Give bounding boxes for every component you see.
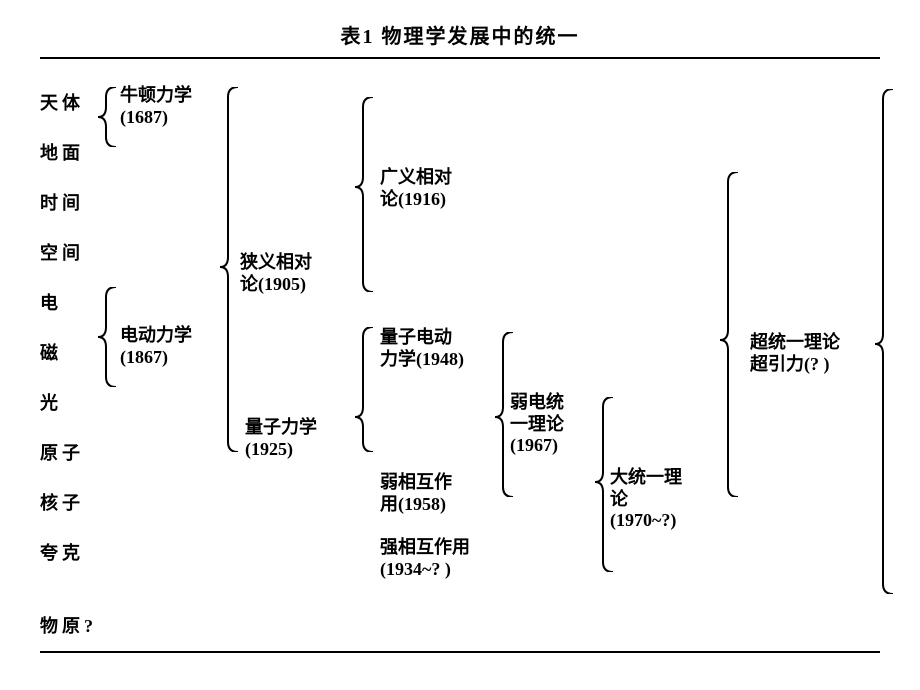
left-item: 夸克 xyxy=(40,527,84,577)
brace xyxy=(495,332,515,497)
left-item: 时间 xyxy=(40,177,84,227)
node-gut: 大统一理论(1970~?) xyxy=(610,467,682,532)
table-title: 表1 物理学发展中的统一 xyxy=(40,20,880,49)
brace xyxy=(220,87,240,452)
left-item: 原子 xyxy=(40,427,84,477)
diagram-area: 天体地面时间空间电磁光原子核子夸克 物原? 牛顿力学(1687) 电动力学(1867… xyxy=(40,67,880,647)
node-general: 广义相对论(1916) xyxy=(380,167,452,210)
bottom-rule xyxy=(40,651,880,653)
node-newton: 牛顿力学(1687) xyxy=(120,85,192,128)
node-quantum: 量子力学(1925) xyxy=(245,417,317,460)
node-qed: 量子电动力学(1948) xyxy=(380,327,464,370)
brace xyxy=(355,327,375,452)
node-strong: 强相互作用(1934~? ) xyxy=(380,537,470,580)
brace xyxy=(875,89,895,594)
brace xyxy=(98,87,118,147)
node-electroweak: 弱电统一理论(1967) xyxy=(510,392,564,457)
left-item: 地面 xyxy=(40,127,84,177)
left-item: 磁 xyxy=(40,327,84,377)
left-item: 电 xyxy=(40,277,84,327)
left-item: 天体 xyxy=(40,77,84,127)
node-super: 超统一理论超引力(? ) xyxy=(750,332,840,375)
brace xyxy=(595,397,615,572)
node-electrodyn: 电动力学(1867) xyxy=(120,325,192,368)
left-item: 核子 xyxy=(40,477,84,527)
brace xyxy=(720,172,740,497)
left-item: 空间 xyxy=(40,227,84,277)
left-column: 天体地面时间空间电磁光原子核子夸克 xyxy=(40,77,84,577)
brace xyxy=(98,287,118,387)
left-item-last: 物原? xyxy=(40,612,97,638)
node-special: 狭义相对论(1905) xyxy=(240,252,312,295)
node-weak: 弱相互作用(1958) xyxy=(380,472,452,515)
left-item: 光 xyxy=(40,377,84,427)
brace xyxy=(355,97,375,292)
top-rule xyxy=(40,57,880,59)
